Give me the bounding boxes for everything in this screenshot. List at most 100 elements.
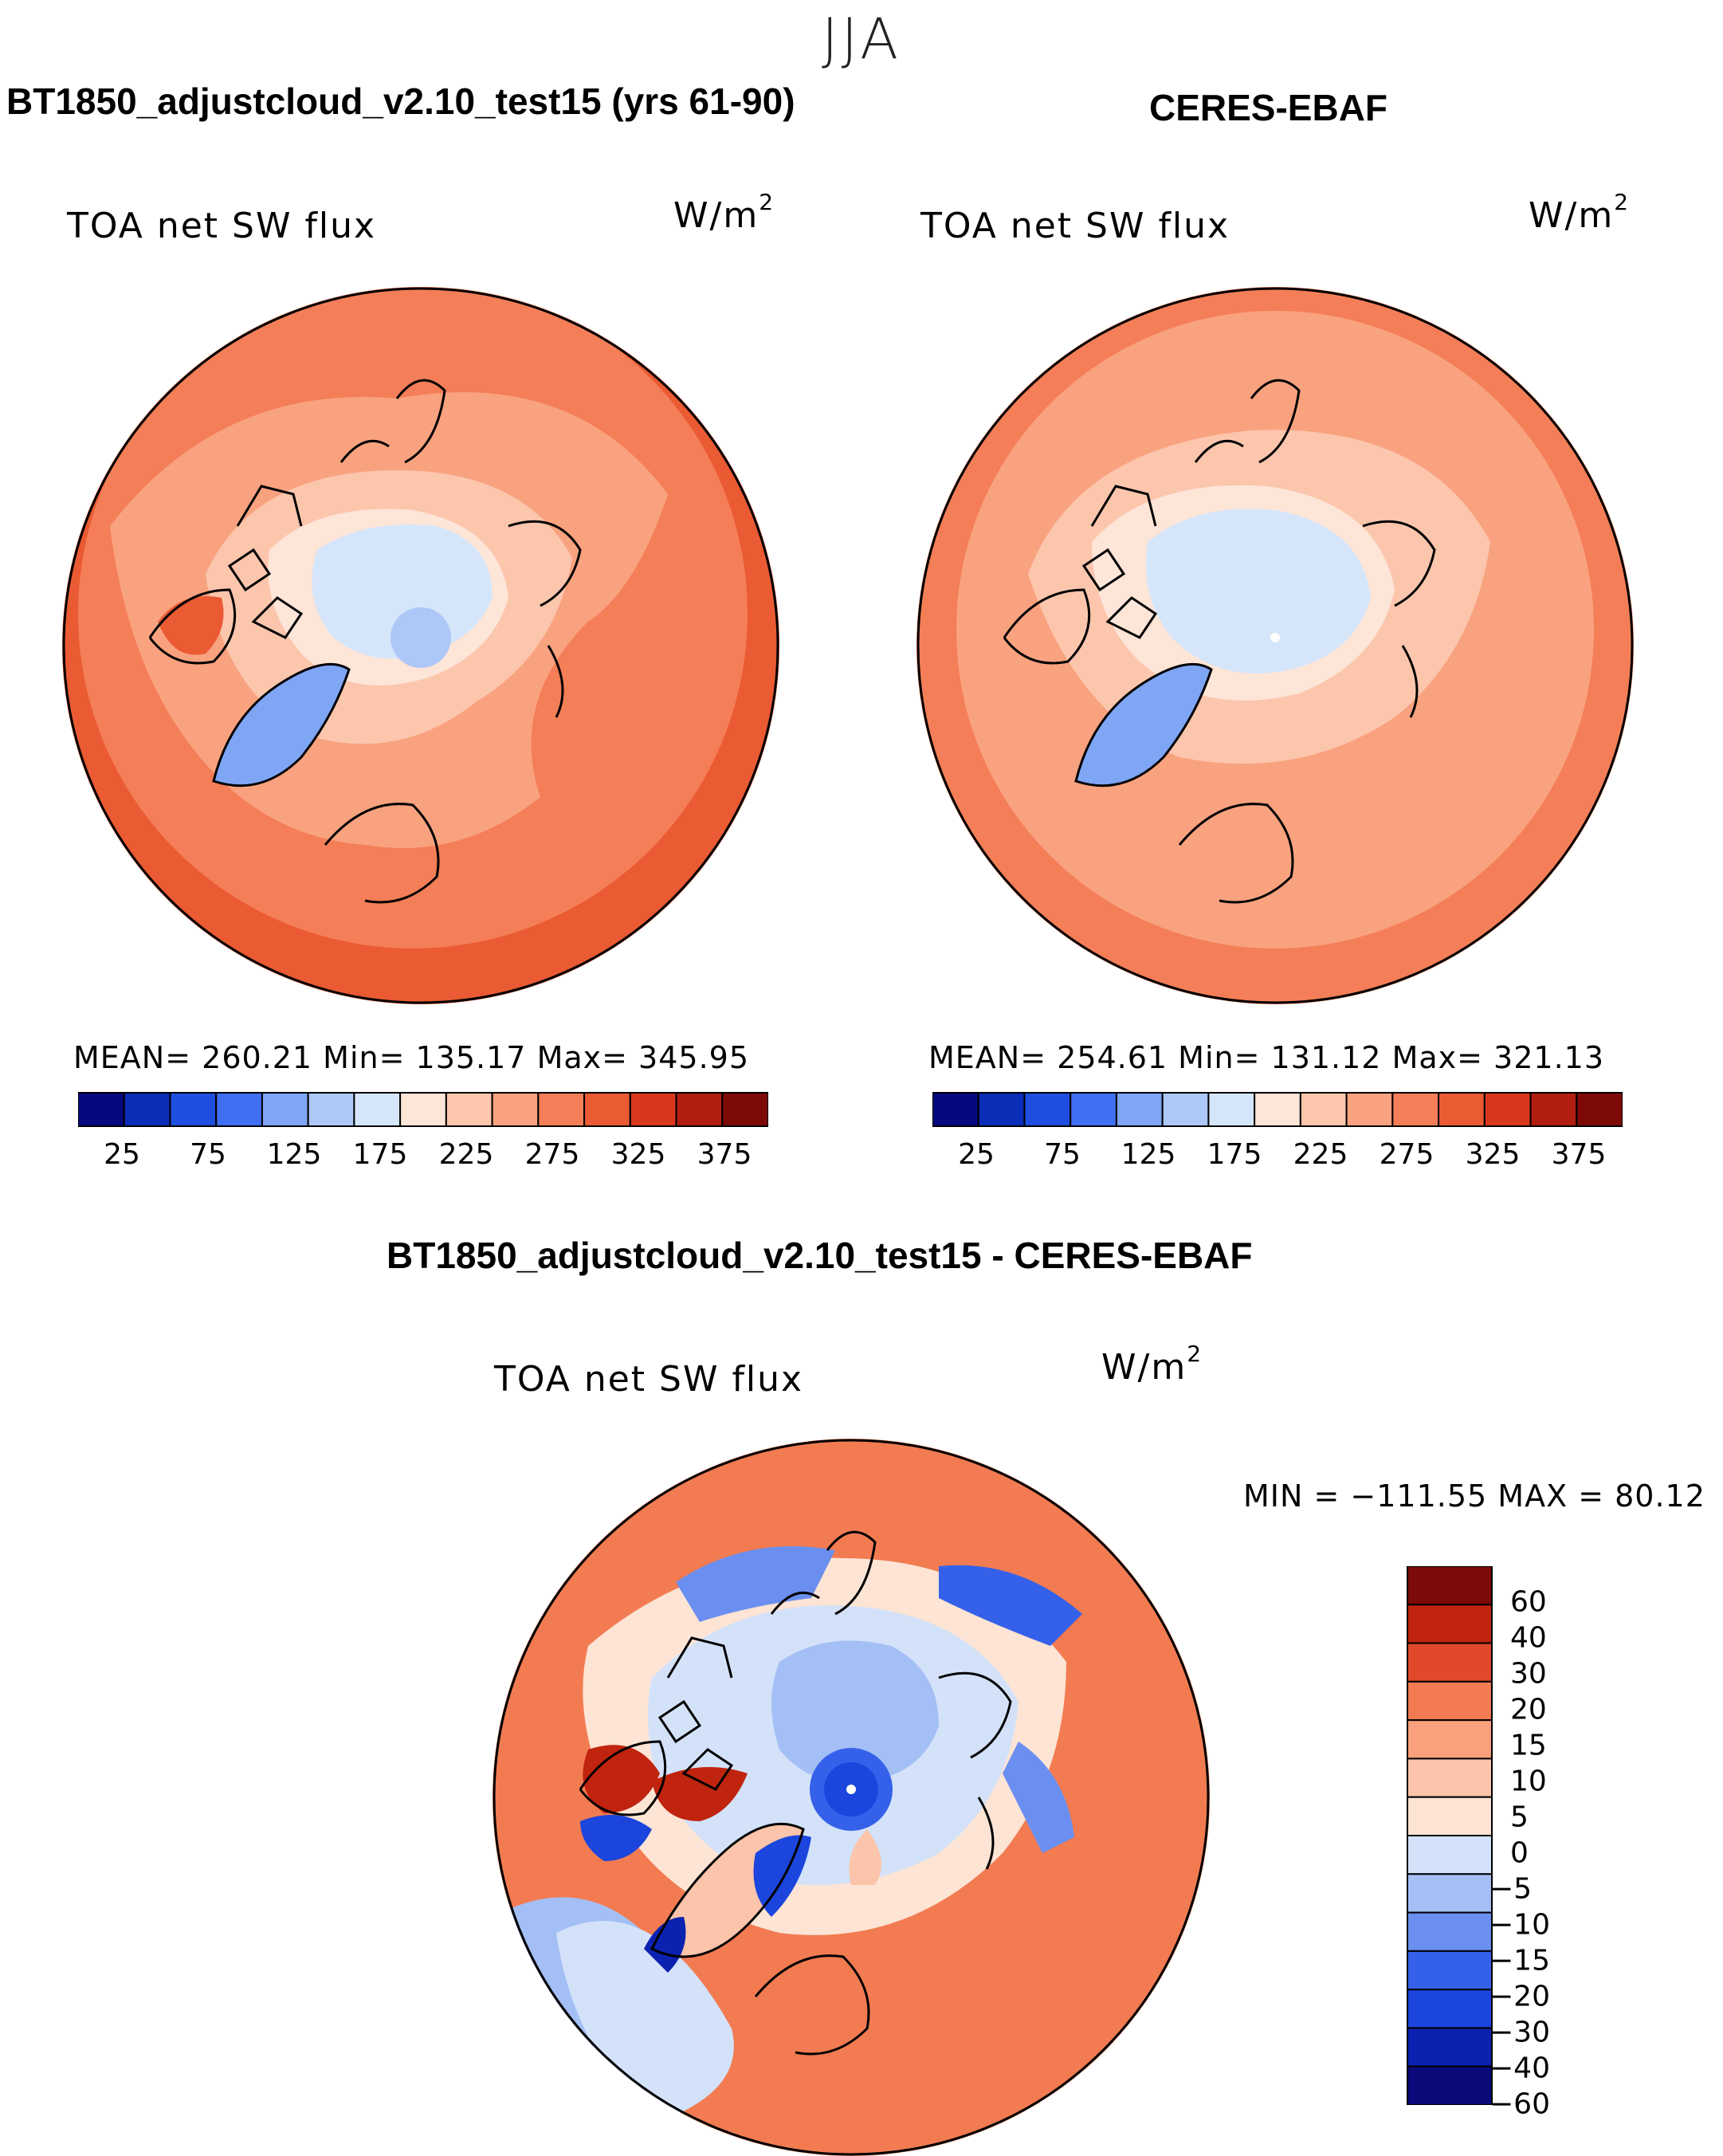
model-tick: 125: [266, 1138, 322, 1171]
model-tick: 175: [352, 1138, 408, 1171]
obs-arctic-ice: [1146, 509, 1371, 674]
model-colorbar-swatch: [215, 1092, 263, 1127]
diff-colorbar-swatch: [1407, 1873, 1493, 1914]
obs-map-border: [916, 287, 1634, 1004]
model-pole-spot: [391, 607, 451, 668]
diff-variable-label: TOA net SW flux: [494, 1359, 804, 1400]
obs-colorbar-swatch: [1299, 1092, 1348, 1127]
obs-greenland: [1076, 664, 1211, 786]
model-tick: 225: [438, 1138, 494, 1171]
diff-hudson-pos: [583, 1745, 660, 1813]
model-tick: 375: [697, 1138, 752, 1171]
diff-colorbar-swatch: [1407, 1835, 1493, 1875]
diff-tick: 0: [1510, 1836, 1529, 1870]
obs-colorbar-swatch: [1070, 1092, 1117, 1127]
diff-coastlines: [579, 1530, 1012, 2056]
model-colorbar-swatch: [169, 1092, 218, 1127]
model-coastlines: [148, 379, 582, 904]
obs-tick: 225: [1293, 1138, 1348, 1171]
diff-tick: 20: [1510, 1693, 1547, 1726]
diff-tick: 60: [1510, 1585, 1547, 1619]
diff-siberia-neg2: [939, 1565, 1082, 1646]
obs-tick: 75: [1044, 1138, 1081, 1171]
obs-colorbar-swatch: [1161, 1092, 1210, 1127]
diff-greenland-east: [753, 1835, 811, 1917]
model-colorbar-swatch: [675, 1092, 724, 1127]
obs-colorbar-ticks: 25 75 125 175 225 275 325 375: [932, 1138, 1623, 1178]
model-variable-label: TOA net SW flux: [67, 206, 377, 246]
model-polar-map: [62, 287, 779, 1004]
model-colorbar-swatch: [445, 1092, 493, 1127]
obs-pole-hole: [1270, 633, 1280, 642]
model-colorbar-swatch: [583, 1092, 631, 1127]
model-tick: 75: [190, 1138, 226, 1171]
model-colorbar-swatch: [353, 1092, 402, 1127]
diff-colorbar-swatch: [1407, 1989, 1493, 2029]
diff-colorbar-swatch: [1407, 2065, 1493, 2105]
obs-colorbar-swatch: [977, 1092, 1026, 1127]
obs-tick: 125: [1121, 1138, 1176, 1171]
obs-tick: 175: [1207, 1138, 1262, 1171]
obs-colorbar-swatch: [1391, 1092, 1440, 1127]
diff-colorbar: [1407, 1566, 1493, 2105]
model-tick: 25: [104, 1138, 140, 1171]
obs-colorbar-swatch: [1576, 1092, 1623, 1127]
season-title: JJA: [822, 6, 901, 72]
diff-tick: −15: [1489, 1944, 1550, 1977]
model-colorbar-swatch: [78, 1092, 125, 1127]
diff-polar-map: [493, 1439, 1210, 2156]
diff-tick: 40: [1510, 1621, 1547, 1655]
obs-colorbar-swatch: [1483, 1092, 1532, 1127]
obs-colorbar-swatch: [1438, 1092, 1486, 1127]
obs-tick: 275: [1379, 1138, 1435, 1171]
diff-arctic-neg2: [771, 1640, 939, 1783]
model-stats: MEAN= 260.21 Min= 135.17 Max= 345.95: [73, 1040, 750, 1075]
diff-tick: −40: [1489, 2052, 1550, 2085]
obs-colorbar-swatch: [1345, 1092, 1394, 1127]
obs-tick: 325: [1465, 1138, 1521, 1171]
diff-eurasia-neg: [1003, 1742, 1074, 1853]
diff-siberia-neg: [676, 1546, 835, 1622]
model-tick: 275: [524, 1138, 580, 1171]
obs-units-label: W/m2: [1529, 189, 1631, 236]
model-colorbar-swatch: [307, 1092, 355, 1127]
diff-tick: 5: [1510, 1801, 1529, 1834]
diff-colorbar-swatch: [1407, 1566, 1493, 1606]
diff-tick: 30: [1510, 1657, 1547, 1691]
obs-stats: MEAN= 254.61 Min= 131.12 Max= 321.13: [928, 1040, 1605, 1075]
diff-colorbar-swatch: [1407, 1604, 1493, 1644]
obs-colorbar-swatch: [932, 1092, 979, 1127]
diff-colorbar-swatch: [1407, 1796, 1493, 1836]
diff-colorbar-swatch: [1407, 1680, 1493, 1722]
model-colorbar-swatch: [123, 1092, 171, 1127]
obs-colorbar: [932, 1092, 1623, 1127]
model-greenland: [214, 664, 349, 786]
diff-colorbar-swatch: [1407, 1911, 1493, 1952]
model-colorbar-swatch: [721, 1092, 768, 1127]
diff-archipelago-pos: [652, 1767, 748, 1821]
obs-colorbar-swatch: [1254, 1092, 1301, 1127]
model-colorbar-swatch: [629, 1092, 677, 1127]
model-colorbar-swatch: [537, 1092, 586, 1127]
diff-pole-pos: [849, 1829, 881, 1885]
obs-colorbar-swatch: [1207, 1092, 1256, 1127]
diff-tick: −30: [1489, 2016, 1550, 2049]
obs-colorbar-swatch: [1115, 1092, 1164, 1127]
diff-tick: −10: [1489, 1908, 1550, 1942]
diff-tick: −20: [1489, 1980, 1550, 2013]
obs-tick: 25: [958, 1138, 995, 1171]
diff-units-label: W/m2: [1101, 1341, 1203, 1388]
diff-tick: 15: [1510, 1729, 1547, 1762]
diff-tick: 10: [1510, 1765, 1547, 1798]
obs-polar-map: [916, 287, 1634, 1004]
diff-greenland-edge: [644, 1917, 686, 1973]
obs-colorbar-swatch: [1529, 1092, 1578, 1127]
model-colorbar-ticks: 25 75 125 175 225 275 325 375: [78, 1138, 768, 1178]
diff-colorbar-swatch: [1407, 1950, 1493, 1991]
obs-colorbar-swatch: [1023, 1092, 1072, 1127]
diff-stats: MIN = −111.55 MAX = 80.12: [1243, 1479, 1705, 1514]
obs-panel-title: CERES-EBAF: [1149, 87, 1388, 128]
obs-coastlines: [1003, 379, 1436, 904]
diff-colorbar-swatch: [1407, 2027, 1493, 2068]
model-units-label: W/m2: [673, 189, 775, 236]
